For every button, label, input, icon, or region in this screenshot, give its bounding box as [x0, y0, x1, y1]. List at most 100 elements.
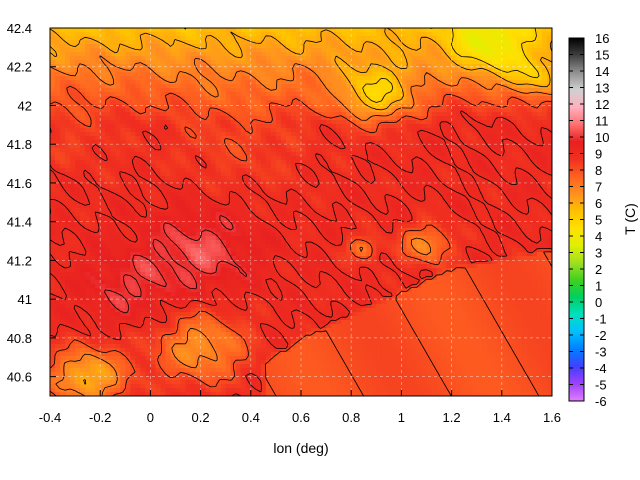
heatmap-cell	[155, 180, 162, 185]
heatmap-cell	[461, 64, 468, 69]
heatmap-cell	[486, 44, 493, 49]
heatmap-cell	[301, 164, 307, 169]
heatmap-cell	[270, 216, 277, 221]
heatmap-cell	[260, 116, 267, 121]
heatmap-cell	[235, 28, 242, 33]
heatmap-cell	[130, 140, 136, 145]
heatmap-cell	[110, 60, 116, 65]
heatmap-cell	[496, 72, 503, 77]
heatmap-cell	[456, 216, 463, 221]
heatmap-cell	[426, 88, 433, 93]
heatmap-cell	[496, 144, 503, 149]
heatmap-cell	[205, 164, 212, 169]
heatmap-cell	[506, 104, 513, 109]
heatmap-cell	[506, 112, 513, 117]
heatmap-cell	[290, 224, 297, 229]
heatmap-cell	[200, 120, 207, 125]
heatmap-cell	[130, 104, 136, 109]
heatmap-cell	[115, 128, 121, 133]
heatmap-cell	[396, 212, 402, 217]
heatmap-cell	[446, 188, 453, 193]
heatmap-cell	[441, 28, 448, 33]
heatmap-cell	[546, 144, 552, 149]
heatmap-cell	[275, 212, 282, 217]
heatmap-cell	[180, 156, 187, 161]
heatmap-cell	[230, 84, 237, 89]
heatmap-cell	[255, 44, 262, 49]
heatmap-cell	[105, 156, 111, 161]
heatmap-cell	[240, 172, 247, 177]
heatmap-cell	[265, 220, 272, 225]
heatmap-cell	[265, 136, 272, 141]
heatmap-cell	[526, 120, 533, 125]
heatmap-cell	[526, 44, 533, 49]
heatmap-cell	[426, 148, 433, 153]
heatmap-cell	[175, 120, 182, 125]
heatmap-cell	[125, 56, 131, 61]
heatmap-cell	[190, 192, 197, 197]
heatmap-cell	[245, 156, 252, 161]
heatmap-cell	[185, 148, 192, 153]
heatmap-cell	[180, 96, 187, 101]
heatmap-cell	[195, 212, 202, 217]
heatmap-cell	[245, 188, 252, 193]
heatmap-cell	[140, 128, 146, 133]
heatmap-cell	[195, 196, 202, 201]
heatmap-cell	[70, 40, 76, 45]
heatmap-cell	[290, 88, 297, 93]
heatmap-cell	[270, 68, 277, 73]
heatmap-cell	[230, 200, 237, 205]
heatmap-cell	[145, 56, 151, 61]
heatmap-cell	[411, 32, 418, 37]
heatmap-cell	[451, 192, 458, 197]
heatmap-cell	[60, 148, 66, 153]
heatmap-cell	[85, 64, 91, 69]
heatmap-cell	[55, 176, 61, 181]
heatmap-cell	[371, 76, 377, 81]
heatmap-cell	[210, 192, 217, 197]
heatmap-cell	[371, 152, 377, 157]
heatmap-cell	[185, 168, 192, 173]
heatmap-cell	[185, 116, 192, 121]
heatmap-cell	[270, 120, 277, 125]
heatmap-cell	[180, 68, 187, 73]
heatmap-cell	[381, 172, 387, 177]
heatmap-cell	[250, 172, 257, 177]
heatmap-cell	[366, 52, 372, 57]
heatmap-cell	[536, 52, 543, 57]
heatmap-cell	[140, 52, 146, 57]
heatmap-cell	[155, 160, 162, 165]
heatmap-cell	[235, 216, 242, 221]
heatmap-cell	[526, 212, 533, 217]
heatmap-cell	[70, 72, 76, 77]
heatmap-cell	[311, 72, 317, 77]
heatmap-cell	[215, 136, 222, 141]
heatmap-cell	[316, 176, 322, 181]
heatmap-cell	[521, 216, 528, 221]
heatmap-cell	[416, 180, 423, 185]
heatmap-cell	[115, 108, 121, 113]
heatmap-cell	[331, 72, 337, 77]
heatmap-cell	[245, 160, 252, 165]
heatmap-cell	[220, 172, 227, 177]
heatmap-cell	[215, 80, 222, 85]
heatmap-cell	[170, 212, 177, 217]
heatmap-cell	[371, 68, 377, 73]
heatmap-cell	[190, 88, 197, 93]
heatmap-cell	[90, 112, 96, 117]
heatmap-cell	[130, 80, 136, 85]
heatmap-cell	[446, 132, 453, 137]
heatmap-cell	[361, 204, 367, 209]
heatmap-cell	[336, 104, 342, 109]
heatmap-cell	[461, 176, 468, 181]
heatmap-cell	[376, 52, 382, 57]
heatmap-cell	[170, 116, 177, 121]
heatmap-cell	[436, 164, 443, 169]
heatmap-cell	[506, 216, 513, 221]
heatmap-cell	[260, 160, 267, 165]
heatmap-cell	[85, 216, 91, 221]
heatmap-cell	[175, 224, 182, 229]
heatmap-cell	[516, 128, 523, 133]
heatmap-cell	[321, 128, 327, 133]
heatmap-cell	[351, 156, 357, 161]
